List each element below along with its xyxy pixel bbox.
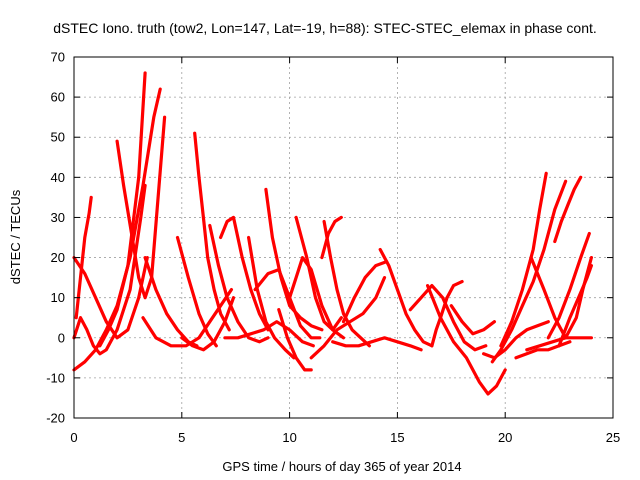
grid <box>74 57 613 418</box>
data-series-sat-36 <box>546 231 591 340</box>
data-series-sat-33 <box>499 171 548 348</box>
data-series-sat-10 <box>193 131 231 332</box>
axis-ticks: 0 5 10 15 20 25 -20 -10 0 10 20 30 40 50 60 70 <box>46 50 620 446</box>
data-series-sat-24 <box>309 276 387 360</box>
data-series-sat-31 <box>482 320 550 360</box>
x-tick-label: 20 <box>498 430 512 445</box>
y-tick-label: 20 <box>51 250 65 265</box>
y-tick-label: -10 <box>46 370 65 385</box>
data-series-sat-27 <box>430 280 464 348</box>
data-series-sat-37 <box>553 175 583 244</box>
data-series-sat-22 <box>320 215 343 260</box>
data-series-sat-15 <box>247 235 296 360</box>
y-tick-label: 40 <box>51 170 65 185</box>
y-axis-label: dSTEC / TECUs <box>8 189 23 284</box>
data-series-sat-26 <box>378 247 434 348</box>
data-series-sat-30 <box>449 304 496 336</box>
data-series-sat-11 <box>180 296 236 352</box>
data-series-sat-38 <box>525 336 594 352</box>
data-series-sat-20 <box>294 215 343 332</box>
data-series-sat-14 <box>223 320 315 348</box>
data-series-sat-32 <box>490 179 568 364</box>
x-tick-label: 15 <box>390 430 404 445</box>
data-series-sat-05 <box>98 71 147 348</box>
data-series-sat-25 <box>331 336 423 352</box>
data-series-sat-18 <box>277 308 313 372</box>
data-series-sat-12 <box>208 223 270 344</box>
y-tick-label: 30 <box>51 210 65 225</box>
data-series-sat-21 <box>322 219 371 348</box>
y-tick-label: 10 <box>51 290 65 305</box>
data-series-sat-28 <box>408 284 488 352</box>
data-series-sat-29 <box>426 284 507 396</box>
data-series-sat-06 <box>115 115 167 300</box>
plot-area-frame <box>73 56 614 419</box>
x-axis-label: GPS time / hours of day 365 of year 2014 <box>222 459 461 474</box>
x-tick-label: 25 <box>606 430 620 445</box>
data-series-sat-03 <box>72 256 149 340</box>
y-tick-label: 60 <box>51 90 65 105</box>
x-tick-label: 10 <box>282 430 296 445</box>
data-series-group <box>72 71 594 396</box>
data-series-sat-13 <box>219 215 270 332</box>
y-tick-label: 70 <box>51 50 65 65</box>
data-series-sat-09 <box>175 235 218 348</box>
data-series-sat-16 <box>264 187 324 332</box>
x-tick-label: 0 <box>70 430 77 445</box>
chart-title: dSTEC Iono. truth (tow2, Lon=147, Lat=-1… <box>53 20 597 36</box>
data-series-sat-39 <box>557 264 594 348</box>
x-tick-label: 5 <box>178 430 185 445</box>
y-tick-label: -20 <box>46 411 65 426</box>
data-series-sat-23 <box>341 260 389 324</box>
data-series-sat-02 <box>74 195 93 320</box>
y-tick-label: 0 <box>58 330 65 345</box>
y-tick-label: 50 <box>51 130 65 145</box>
